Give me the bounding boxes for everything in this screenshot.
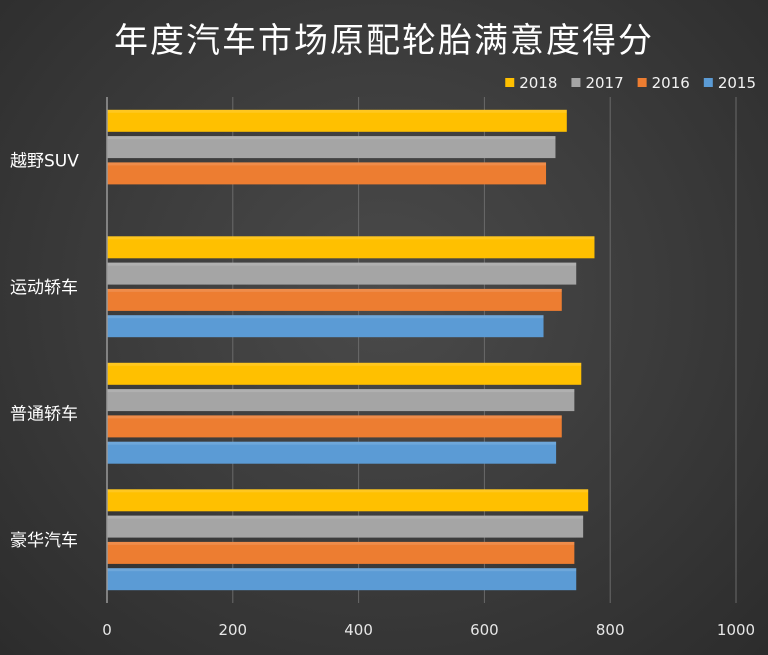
x-tick-label: 1000 <box>717 621 755 639</box>
bar-highlight <box>107 489 589 493</box>
bar-highlight <box>107 415 562 419</box>
bar-highlight <box>107 236 595 240</box>
x-tick-label: 800 <box>596 621 625 639</box>
legend-label: 2017 <box>585 74 623 92</box>
bar-highlight <box>107 262 577 266</box>
bar-highlight <box>107 389 575 393</box>
bar-highlight <box>107 362 582 366</box>
bar-2016 <box>107 415 562 438</box>
bar-highlight <box>107 541 575 545</box>
bar-2018 <box>107 236 595 259</box>
bar-highlight <box>107 515 584 519</box>
bar-2018 <box>107 362 582 385</box>
category-label: 运动轿车 <box>10 278 78 298</box>
bar-highlight <box>107 441 557 445</box>
legend: 2015 2016 2017 2018 <box>505 74 756 92</box>
category-label: 普通轿车 <box>10 404 78 424</box>
bars <box>107 109 595 591</box>
legend-label: 2016 <box>652 74 690 92</box>
chart-title: 年度汽车市场原配轮胎满意度得分 <box>114 21 654 61</box>
legend-swatch <box>637 78 647 87</box>
bar-2016 <box>107 541 575 564</box>
x-tick-label: 600 <box>470 621 499 639</box>
bar-2017 <box>107 389 575 412</box>
legend-swatch <box>571 78 581 87</box>
category-label: 越野SUV <box>10 151 79 171</box>
x-tick-label: 200 <box>218 621 247 639</box>
bar-2016 <box>107 288 562 311</box>
bar-highlight <box>107 136 556 140</box>
bar-highlight <box>107 109 567 113</box>
bar-2015 <box>107 568 577 591</box>
bar-highlight <box>107 315 544 319</box>
bar-highlight <box>107 568 577 572</box>
x-tick-label: 0 <box>102 621 112 639</box>
bar-2016 <box>107 162 547 185</box>
bar-2017 <box>107 262 577 285</box>
bar-2018 <box>107 109 567 132</box>
bar-2018 <box>107 489 589 512</box>
bar-highlight <box>107 288 562 292</box>
bar-highlight <box>107 162 547 166</box>
legend-label: 2015 <box>718 74 756 92</box>
legend-label: 2018 <box>519 74 557 92</box>
bar-2017 <box>107 136 556 159</box>
legend-swatch <box>505 78 515 87</box>
legend-swatch <box>703 78 713 87</box>
x-tick-label: 400 <box>344 621 373 639</box>
category-label: 豪华汽车 <box>10 530 78 551</box>
bar-2015 <box>107 441 557 464</box>
bar-2015 <box>107 315 544 338</box>
bar-2017 <box>107 515 584 538</box>
